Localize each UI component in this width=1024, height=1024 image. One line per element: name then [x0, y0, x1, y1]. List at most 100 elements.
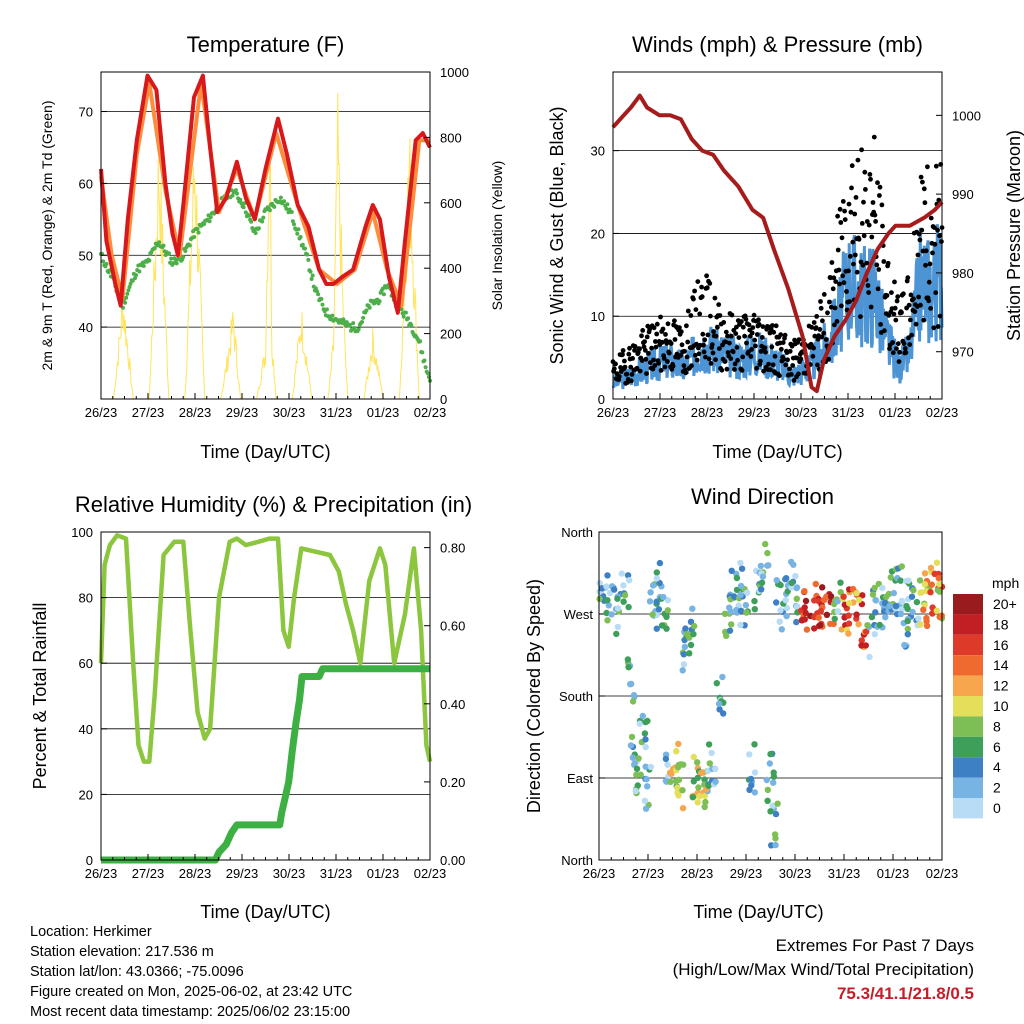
- gust-point: [626, 351, 632, 357]
- y2-tick-label: 0: [440, 392, 447, 407]
- direction-point: [696, 793, 703, 800]
- direction-point: [664, 607, 671, 614]
- dewpoint-point: [157, 240, 162, 245]
- gust-point: [834, 319, 840, 324]
- gust-point: [870, 200, 876, 205]
- gust-point: [732, 367, 737, 372]
- gust-point: [912, 309, 918, 314]
- dewpoint-point: [187, 243, 192, 248]
- y-tick-label: North: [561, 853, 593, 868]
- dewpoint-point: [308, 269, 313, 274]
- gust-point: [897, 349, 902, 355]
- y2-tick-label: 0.20: [440, 775, 465, 790]
- gust-point: [935, 227, 940, 233]
- gust-point: [632, 348, 637, 353]
- direction-point: [680, 661, 688, 668]
- direction-point: [903, 602, 910, 610]
- direction-point: [845, 612, 852, 619]
- gust-point: [923, 262, 928, 268]
- dewpoint-point: [309, 277, 314, 281]
- gust-point: [643, 356, 649, 362]
- direction-point: [751, 741, 758, 748]
- gust-point: [712, 295, 718, 301]
- direction-point: [701, 776, 708, 783]
- y2-tick-label: 0.40: [440, 697, 465, 712]
- direction-point: [803, 626, 811, 633]
- direction-point: [834, 598, 841, 605]
- gust-point: [933, 290, 939, 296]
- x-tick-label: 30/23: [779, 866, 812, 881]
- direction-point: [625, 603, 632, 611]
- gust-point: [810, 353, 816, 359]
- direction-point: [802, 609, 809, 616]
- gust-point: [906, 335, 911, 341]
- x-tick-label: 27/23: [132, 405, 165, 420]
- dewpoint-point: [316, 292, 321, 297]
- gust-point: [844, 289, 849, 294]
- gust-point: [678, 329, 684, 335]
- direction-point: [647, 589, 654, 596]
- gust-point: [908, 317, 913, 323]
- direction-point: [737, 582, 745, 590]
- direction-point: [722, 628, 729, 636]
- gust-point: [646, 351, 651, 356]
- gust-point: [688, 313, 694, 318]
- direction-point: [641, 730, 649, 737]
- gust-point: [880, 223, 885, 229]
- dewpoint-point: [230, 193, 235, 198]
- gust-point: [827, 299, 832, 305]
- direction-point: [674, 764, 682, 771]
- direction-point: [633, 765, 641, 772]
- dewpoint-point: [347, 322, 352, 327]
- gust-point: [855, 157, 861, 163]
- x-tick-label: 26/23: [597, 405, 630, 420]
- gust-point: [901, 341, 907, 346]
- gust-point: [846, 268, 851, 274]
- gust-point: [730, 349, 736, 355]
- direction-point: [898, 598, 906, 605]
- y-tick-label: 60: [79, 176, 93, 191]
- series-relative-humidity: [98, 533, 433, 764]
- direction-point: [642, 763, 649, 770]
- legend-swatch: [953, 798, 983, 819]
- dewpoint-point: [124, 295, 129, 300]
- direction-point: [743, 589, 751, 596]
- x-tick-label: 02/23: [926, 866, 959, 881]
- direction-point: [596, 579, 603, 587]
- gust-point: [644, 371, 649, 376]
- x-tick-label: 29/23: [226, 405, 259, 420]
- direction-point: [706, 760, 713, 767]
- direction-point: [892, 602, 900, 610]
- direction-point: [788, 558, 795, 566]
- x-tick-label: 27/23: [632, 866, 665, 881]
- direction-point: [712, 778, 719, 785]
- direction-point: [774, 800, 781, 807]
- direction-point: [639, 712, 646, 720]
- gust-point: [925, 164, 930, 170]
- gust-point: [620, 348, 626, 353]
- direction-point: [886, 602, 893, 610]
- y2-tick-label: 1000: [952, 108, 981, 123]
- gust-point: [728, 333, 734, 339]
- gust-point: [790, 363, 796, 368]
- direction-point: [778, 626, 785, 633]
- direction-point: [611, 586, 618, 593]
- series-direction: [596, 540, 946, 849]
- gust-point: [620, 352, 625, 357]
- direction-point: [728, 567, 735, 574]
- direction-point: [742, 601, 750, 609]
- x-tick-label: 31/23: [828, 866, 861, 881]
- gust-point: [842, 217, 848, 223]
- gust-point: [713, 357, 718, 363]
- gust-point: [875, 286, 881, 292]
- direction-point: [915, 615, 922, 622]
- dewpoint-point: [425, 371, 430, 376]
- x-tick-label: 28/23: [681, 866, 714, 881]
- gust-point: [895, 341, 901, 347]
- direction-point: [863, 628, 870, 635]
- dewpoint-point: [324, 307, 329, 312]
- legend: mph 20+ 18 16 14 12 10 8 6 4 2 0: [953, 575, 1019, 819]
- x-tick-label: 29/23: [730, 866, 763, 881]
- direction-point: [628, 680, 635, 688]
- gust-point: [930, 250, 935, 256]
